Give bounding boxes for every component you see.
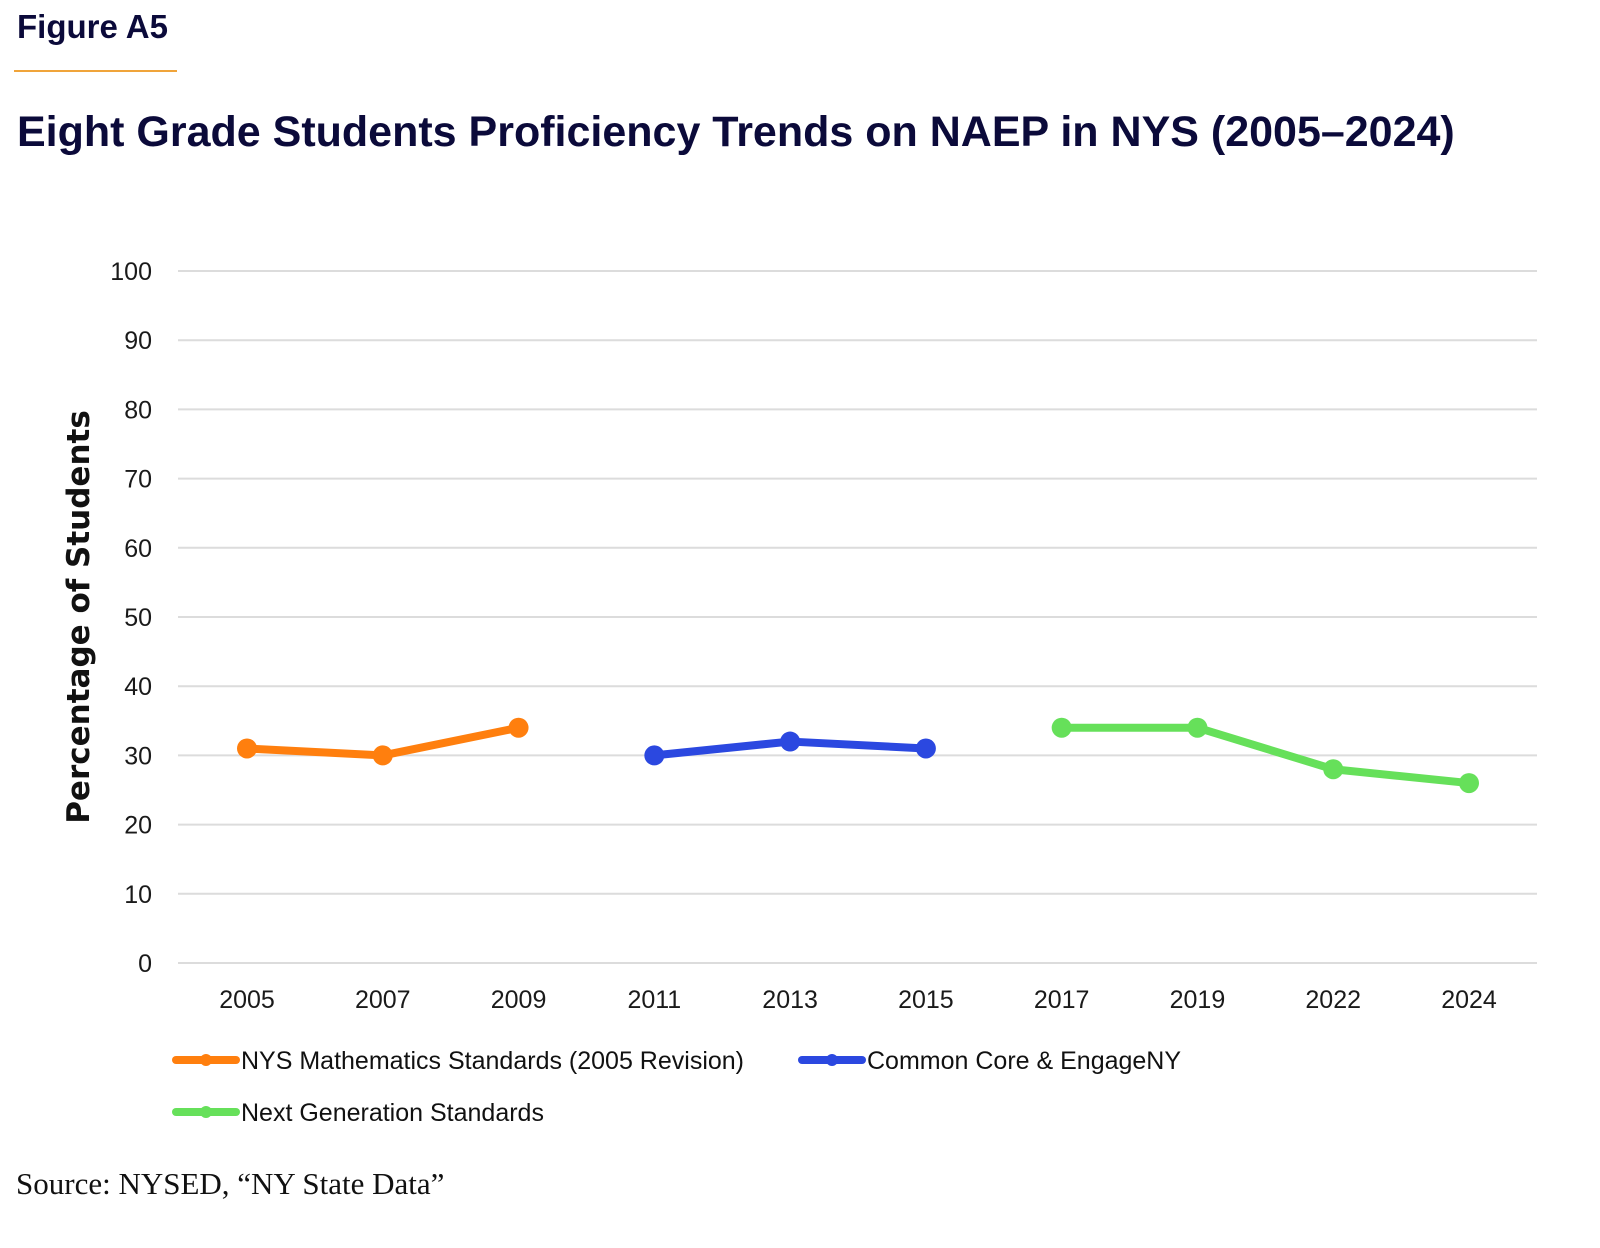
x-tick-label: 2022 <box>1305 986 1361 1014</box>
series-2 <box>644 731 936 766</box>
x-tick-label: 2015 <box>898 986 954 1014</box>
legend-item: NYS Mathematics Standards (2005 Revision… <box>172 1047 744 1075</box>
data-point <box>1323 759 1344 780</box>
y-axis-label: Percentage of Students <box>61 410 97 824</box>
figure-label: Figure A5 <box>17 8 168 45</box>
y-tick-label: 40 <box>124 673 152 701</box>
legend: NYS Mathematics Standards (2005 Revision… <box>172 1047 1181 1127</box>
x-tick-label: 2017 <box>1034 986 1090 1014</box>
data-point <box>1187 717 1208 738</box>
data-point <box>237 738 257 759</box>
y-tick-label: 70 <box>124 466 152 494</box>
y-tick-label: 20 <box>124 812 152 840</box>
data-point <box>1051 717 1072 738</box>
y-tick-label: 10 <box>124 881 152 909</box>
series-1 <box>237 717 529 766</box>
x-tick-label: 2011 <box>627 986 681 1014</box>
data-point <box>644 745 665 766</box>
y-tick-label: 30 <box>124 742 152 770</box>
legend-swatch-marker <box>200 1054 212 1066</box>
legend-label: Next Generation Standards <box>241 1099 544 1127</box>
series-line <box>1057 723 1473 788</box>
series-3 <box>1051 717 1479 794</box>
chart-title: Eight Grade Students Proficiency Trends … <box>17 108 1455 156</box>
y-tick-label: 100 <box>110 258 152 286</box>
legend-item: Next Generation Standards <box>172 1099 544 1127</box>
data-point <box>372 745 393 766</box>
legend-label: Common Core & EngageNY <box>867 1047 1181 1075</box>
y-axis-ticks: 0 10 20 30 40 50 60 70 80 90 100 <box>110 258 152 978</box>
legend-item: Common Core & EngageNY <box>798 1047 1181 1075</box>
x-tick-label: 2019 <box>1170 986 1226 1014</box>
series-group <box>237 717 1479 794</box>
x-tick-label: 2009 <box>491 986 547 1014</box>
data-point <box>780 731 801 752</box>
data-point <box>915 738 936 759</box>
figure-label-underline <box>14 70 177 72</box>
y-tick-label: 60 <box>124 535 152 563</box>
y-tick-label: 0 <box>138 950 152 978</box>
y-tick-label: 90 <box>124 327 152 355</box>
x-axis-ticks: 2005 2007 2009 2011 2013 2015 2017 2019 2022 2024 <box>219 986 1497 1014</box>
source-note: Source: NYSED, “NY State Data” <box>16 1166 445 1201</box>
data-point <box>508 717 529 738</box>
gridlines <box>178 270 1537 964</box>
x-tick-label: 2005 <box>219 986 275 1014</box>
y-tick-label: 50 <box>124 604 152 632</box>
y-tick-label: 80 <box>124 396 152 424</box>
legend-label: NYS Mathematics Standards (2005 Revision… <box>241 1047 744 1075</box>
legend-swatch-marker <box>826 1054 838 1066</box>
x-tick-label: 2013 <box>762 986 818 1014</box>
x-tick-label: 2024 <box>1441 986 1497 1014</box>
legend-swatch-marker <box>200 1106 212 1118</box>
data-point <box>1459 773 1479 794</box>
x-tick-label: 2007 <box>355 986 411 1014</box>
